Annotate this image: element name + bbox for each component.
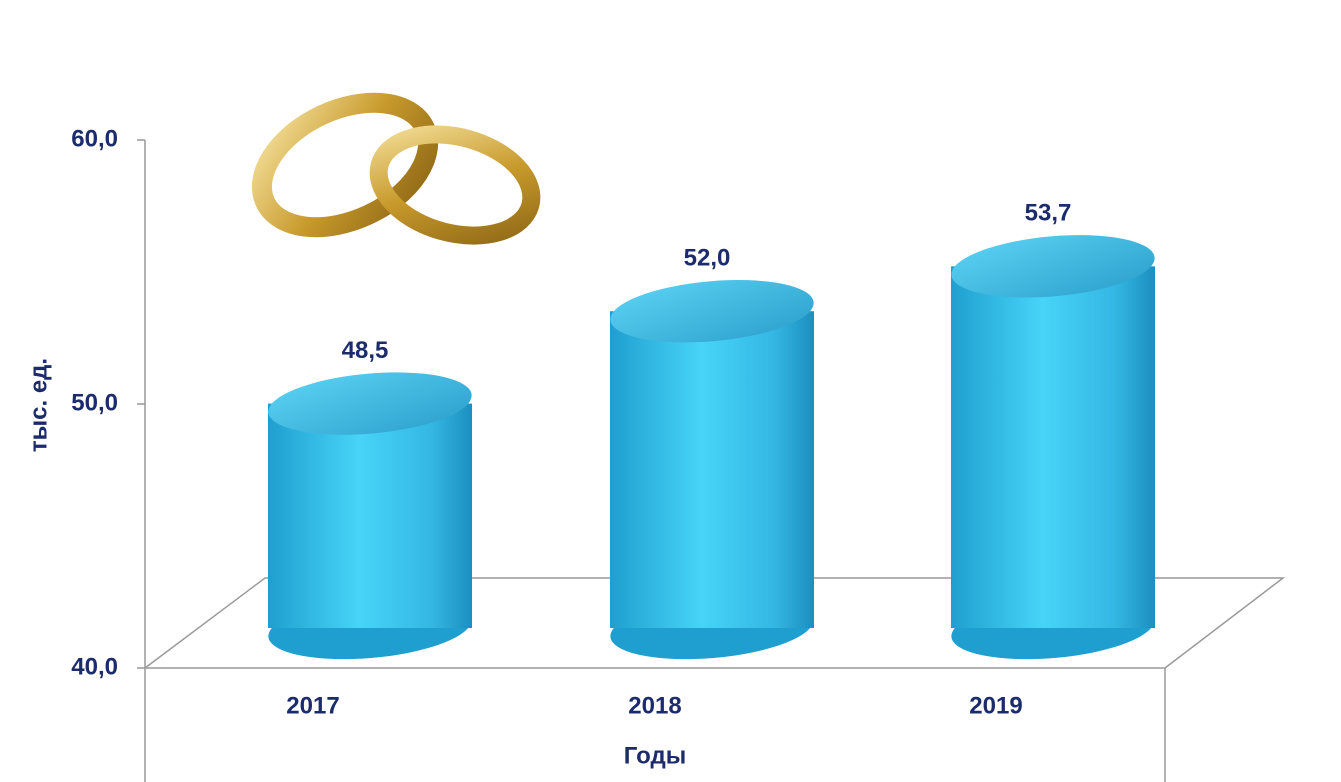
rings-illustration bbox=[251, 92, 541, 245]
x-tick-label: 2017 bbox=[286, 692, 339, 719]
value-label: 53,7 bbox=[1025, 200, 1072, 227]
y-tick-label: 50,0 bbox=[71, 389, 118, 416]
bar-top bbox=[951, 235, 1155, 298]
bar-top bbox=[268, 372, 472, 435]
bar bbox=[268, 403, 472, 628]
y-axis-title: тыс. ед. bbox=[25, 358, 52, 452]
y-tick-label: 40,0 bbox=[71, 653, 118, 680]
value-label: 48,5 bbox=[342, 337, 389, 364]
bar bbox=[951, 266, 1155, 628]
value-label: 52,0 bbox=[684, 245, 731, 272]
bar bbox=[610, 311, 814, 628]
bar-top bbox=[610, 280, 814, 343]
x-axis-title: Годы bbox=[624, 742, 686, 769]
x-tick-label: 2019 bbox=[969, 692, 1022, 719]
x-tick-label: 2018 bbox=[628, 692, 681, 719]
axes-frame bbox=[144, 140, 1286, 782]
y-tick-label: 60,0 bbox=[71, 125, 118, 152]
